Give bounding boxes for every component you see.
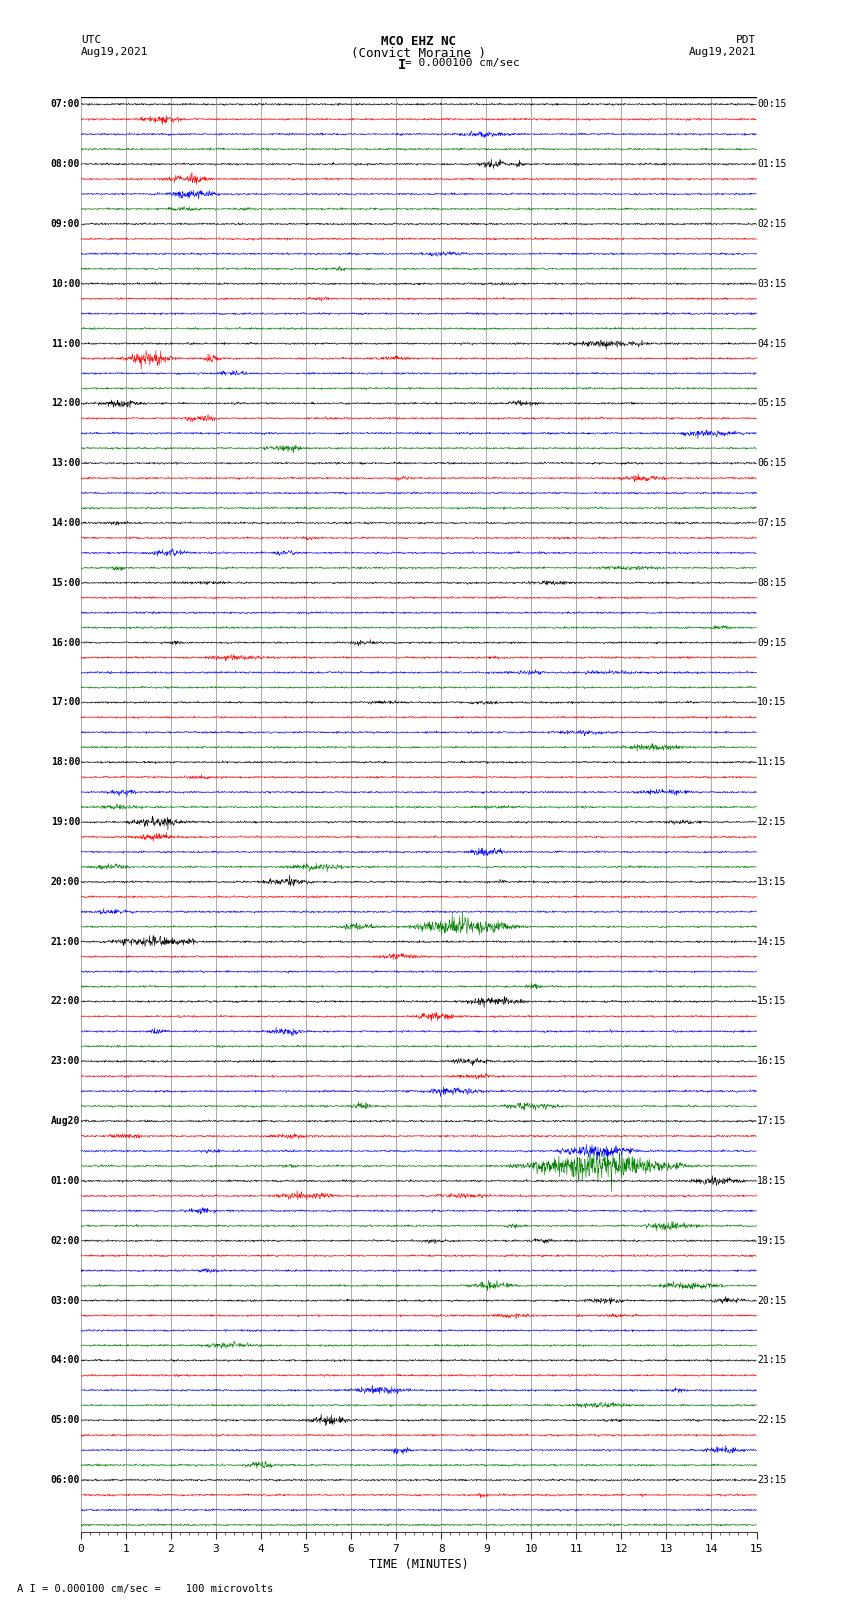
Text: 17:00: 17:00	[51, 697, 80, 708]
Text: 21:15: 21:15	[757, 1355, 786, 1365]
Text: 01:15: 01:15	[757, 160, 786, 169]
Text: 06:15: 06:15	[757, 458, 786, 468]
Text: 05:15: 05:15	[757, 398, 786, 408]
Text: 18:00: 18:00	[51, 756, 80, 768]
Text: I: I	[398, 58, 406, 73]
Text: 00:15: 00:15	[757, 100, 786, 110]
Text: = 0.000100 cm/sec: = 0.000100 cm/sec	[405, 58, 519, 68]
Text: 13:00: 13:00	[51, 458, 80, 468]
Text: 07:15: 07:15	[757, 518, 786, 527]
Text: 09:15: 09:15	[757, 637, 786, 647]
Text: 05:00: 05:00	[51, 1415, 80, 1426]
Text: 02:15: 02:15	[757, 219, 786, 229]
Text: Aug19,2021: Aug19,2021	[689, 47, 756, 56]
Text: 04:15: 04:15	[757, 339, 786, 348]
Text: MCO EHZ NC: MCO EHZ NC	[381, 35, 456, 48]
Text: 10:00: 10:00	[51, 279, 80, 289]
Text: 13:15: 13:15	[757, 877, 786, 887]
Text: 14:15: 14:15	[757, 937, 786, 947]
Text: 06:00: 06:00	[51, 1474, 80, 1486]
Text: A I = 0.000100 cm/sec =    100 microvolts: A I = 0.000100 cm/sec = 100 microvolts	[17, 1584, 273, 1594]
Text: 11:15: 11:15	[757, 756, 786, 768]
Text: 08:15: 08:15	[757, 577, 786, 587]
Text: 11:00: 11:00	[51, 339, 80, 348]
Text: PDT: PDT	[736, 35, 756, 45]
Text: 19:00: 19:00	[51, 818, 80, 827]
Text: 17:15: 17:15	[757, 1116, 786, 1126]
Text: 15:15: 15:15	[757, 997, 786, 1007]
Text: 20:15: 20:15	[757, 1295, 786, 1305]
Text: 07:00: 07:00	[51, 100, 80, 110]
Text: 02:00: 02:00	[51, 1236, 80, 1245]
Text: 18:15: 18:15	[757, 1176, 786, 1186]
Text: 20:00: 20:00	[51, 877, 80, 887]
X-axis label: TIME (MINUTES): TIME (MINUTES)	[369, 1558, 468, 1571]
Text: 09:00: 09:00	[51, 219, 80, 229]
Text: 15:00: 15:00	[51, 577, 80, 587]
Text: 08:00: 08:00	[51, 160, 80, 169]
Text: 19:15: 19:15	[757, 1236, 786, 1245]
Text: 23:00: 23:00	[51, 1057, 80, 1066]
Text: 23:15: 23:15	[757, 1474, 786, 1486]
Text: 14:00: 14:00	[51, 518, 80, 527]
Text: 03:15: 03:15	[757, 279, 786, 289]
Text: (Convict Moraine ): (Convict Moraine )	[351, 47, 485, 60]
Text: 21:00: 21:00	[51, 937, 80, 947]
Text: 12:00: 12:00	[51, 398, 80, 408]
Text: Aug20: Aug20	[51, 1116, 80, 1126]
Text: Aug19,2021: Aug19,2021	[81, 47, 148, 56]
Text: 22:00: 22:00	[51, 997, 80, 1007]
Text: UTC: UTC	[81, 35, 101, 45]
Text: 04:00: 04:00	[51, 1355, 80, 1365]
Text: 10:15: 10:15	[757, 697, 786, 708]
Text: 16:15: 16:15	[757, 1057, 786, 1066]
Text: 16:00: 16:00	[51, 637, 80, 647]
Text: 22:15: 22:15	[757, 1415, 786, 1426]
Text: 12:15: 12:15	[757, 818, 786, 827]
Text: 01:00: 01:00	[51, 1176, 80, 1186]
Text: 03:00: 03:00	[51, 1295, 80, 1305]
